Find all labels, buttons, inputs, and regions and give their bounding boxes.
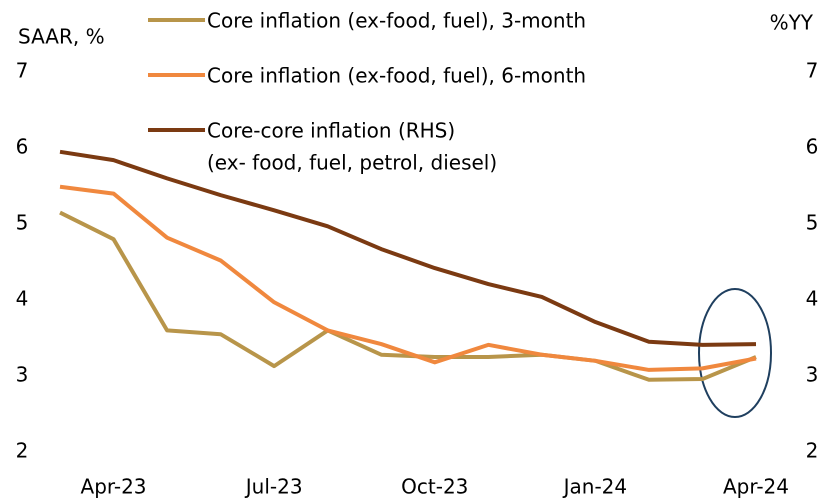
x-tick-label: Jan-24 xyxy=(562,475,628,499)
y2-tick-label: 4 xyxy=(806,287,819,311)
y-tick-label: 7 xyxy=(16,59,29,83)
y2-tick-label: 5 xyxy=(806,211,819,235)
y-axis-label: SAAR, % xyxy=(18,25,105,49)
y-tick-label: 3 xyxy=(16,363,29,387)
y-tick-label: 5 xyxy=(16,211,29,235)
x-tick-label: Jul-23 xyxy=(244,475,303,499)
legend-label: Core inflation (ex-food, fuel), 6-month xyxy=(207,64,586,88)
y2-axis-label: %YY xyxy=(770,11,814,35)
series-line xyxy=(59,184,757,372)
y2-tick-label: 3 xyxy=(806,363,819,387)
x-tick-label: Oct-23 xyxy=(401,475,468,499)
y-tick-label: 4 xyxy=(16,287,29,311)
y2-tick-label: 7 xyxy=(806,59,819,83)
legend-label: Core inflation (ex-food, fuel), 3-month xyxy=(207,9,586,33)
x-tick-label: Apr-24 xyxy=(723,475,789,499)
x-tick-label: Apr-23 xyxy=(81,475,147,499)
series-line xyxy=(59,210,757,382)
legend-label-line2: (ex- food, fuel, petrol, diesel) xyxy=(207,151,497,175)
highlight-ellipse xyxy=(698,288,772,418)
y-tick-label: 6 xyxy=(16,135,29,159)
y-tick-label: 2 xyxy=(16,439,29,463)
series-line xyxy=(59,149,757,347)
y2-tick-label: 2 xyxy=(806,439,819,463)
y2-tick-label: 6 xyxy=(806,135,819,159)
legend-label: Core-core inflation (RHS) xyxy=(207,119,455,143)
